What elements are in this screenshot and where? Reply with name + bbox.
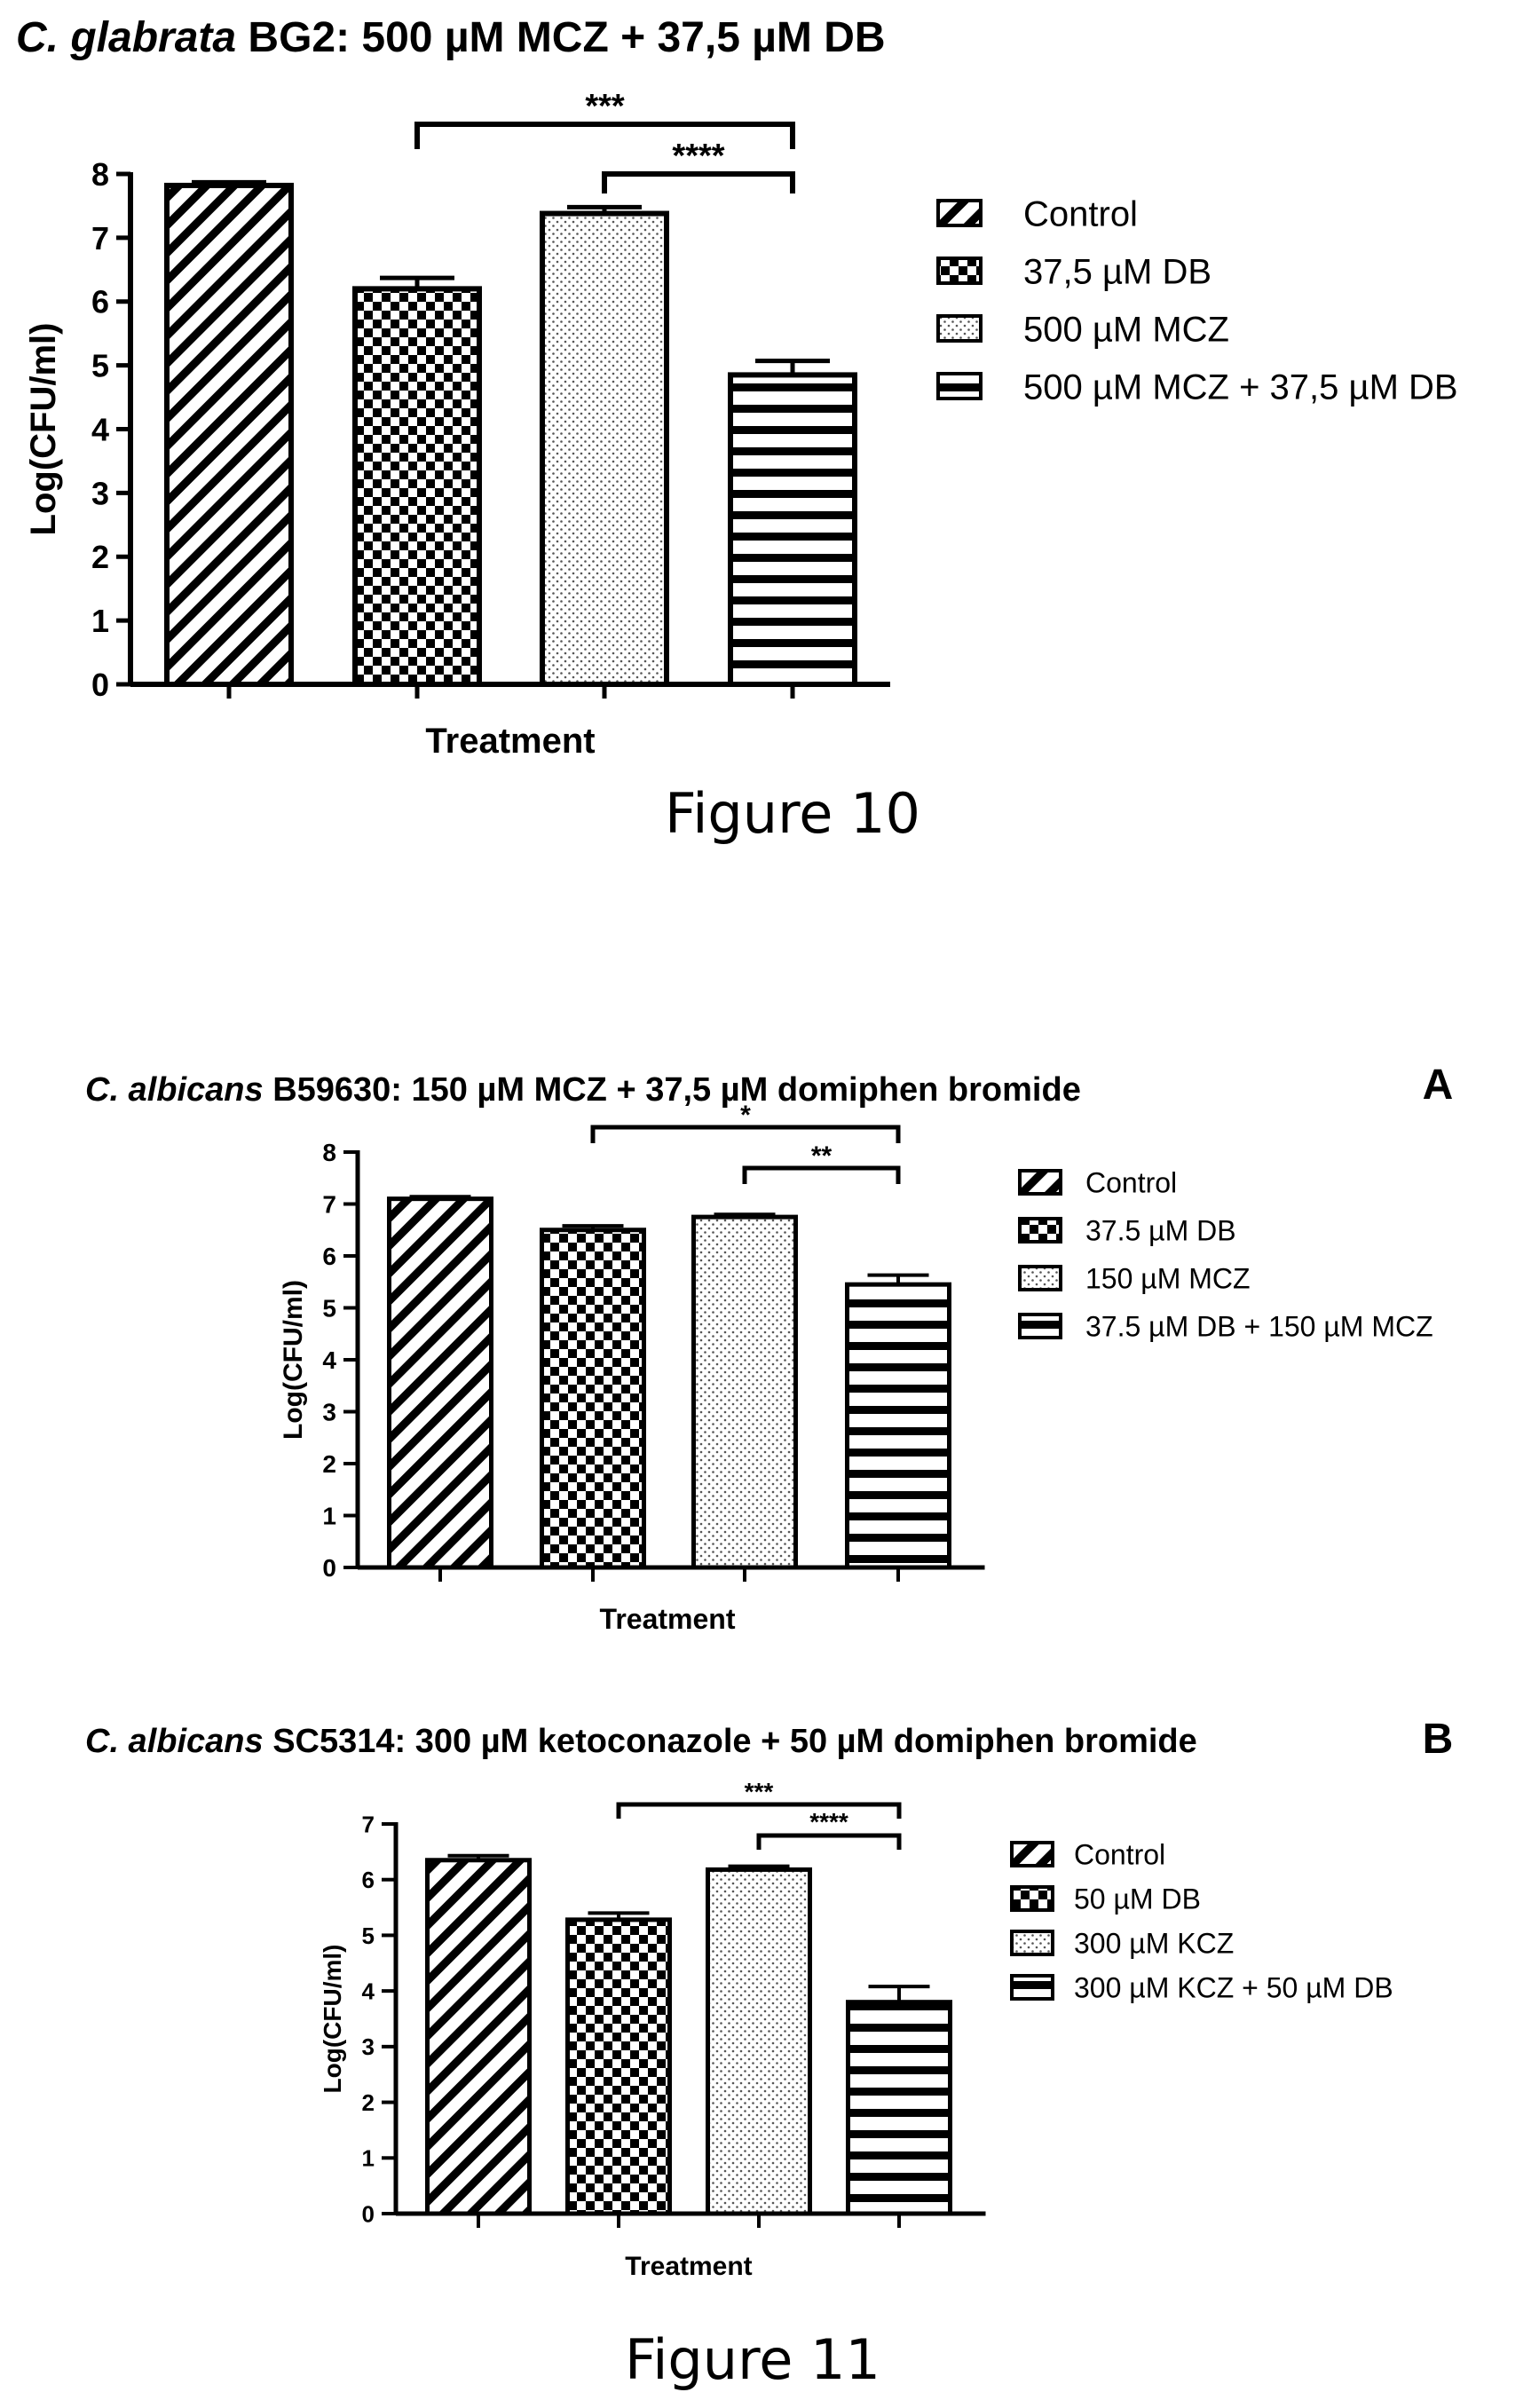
y-axis-label: Log(CFU/ml): [279, 1280, 308, 1440]
legend-swatch: [1010, 1885, 1054, 1912]
y-tick-label: 1: [322, 1503, 336, 1530]
legend-label: 300 µM KCZ + 50 µM DB: [1074, 1972, 1393, 2004]
significance-label: ****: [809, 1808, 848, 1836]
y-tick-label: 0: [322, 1554, 336, 1582]
bar-dots: [706, 1867, 812, 2216]
chart-title-species: C. albicans: [85, 1723, 264, 1760]
legend-label: 500 µM MCZ + 37,5 µM DB: [1023, 367, 1458, 407]
significance-bracket: [414, 122, 795, 149]
legend-label: Control: [1085, 1167, 1177, 1199]
significance-label: **: [811, 1141, 833, 1171]
legend-label: 37.5 µM DB: [1085, 1215, 1236, 1247]
y-tick-label: 1: [362, 2145, 375, 2172]
y-tick-label: 3: [322, 1399, 336, 1426]
y-tick-label: 2: [322, 1450, 336, 1478]
y-tick-label: 7: [322, 1191, 336, 1219]
chart-title-species: C. albicans: [85, 1071, 264, 1109]
significance-bracket: [616, 1802, 902, 1819]
legend-label: 300 µM KCZ: [1074, 1928, 1234, 1960]
y-tick-label: 6: [91, 284, 109, 320]
bar-horizontal: [846, 2000, 952, 2216]
x-axis-label: Treatment: [625, 2252, 752, 2281]
significance-bracket: [742, 1165, 901, 1184]
legend-label: Control: [1023, 194, 1138, 233]
y-axis-label: Log(CFU/ml): [24, 323, 63, 536]
legend-swatch: [936, 372, 983, 400]
legend-label: 50 µM DB: [1074, 1883, 1201, 1915]
bar-checker: [352, 286, 482, 687]
legend-swatch: [936, 314, 983, 343]
chart-title: C. glabrata BG2: 500 µM MCZ + 37,5 µM DB: [16, 14, 886, 61]
y-axis-label: Log(CFU/ml): [319, 1945, 346, 2094]
y-tick-label: 6: [322, 1243, 336, 1270]
y-tick-label: 0: [91, 667, 109, 703]
significance-bracket: [756, 1833, 902, 1850]
y-tick-label: 2: [362, 2089, 375, 2116]
y-tick-label: 4: [362, 1978, 375, 2005]
y-tick-label: 7: [91, 220, 109, 257]
legend-swatch: [1010, 1930, 1054, 1956]
significance-label: ****: [672, 138, 724, 175]
significance-bracket: [590, 1125, 901, 1143]
legend-swatch: [936, 257, 983, 285]
chart-title-condition: B59630: 150 µM MCZ + 37,5 µM domiphen br…: [264, 1071, 1081, 1109]
significance-label: ***: [585, 88, 625, 125]
bar-dots: [691, 1214, 798, 1570]
y-tick-label: 5: [91, 348, 109, 384]
chart-title-condition: BG2: 500 µM MCZ + 37,5 µM DB: [236, 14, 885, 61]
legend-label: 150 µM MCZ: [1085, 1263, 1251, 1295]
legend-swatch: [1018, 1265, 1062, 1291]
x-axis-label: Treatment: [425, 722, 595, 761]
y-tick-label: 4: [91, 411, 109, 447]
bar-diagonal: [387, 1196, 493, 1570]
chart-figure-11b: C. albicans SC5314: 300 µM ketoconazole …: [85, 1716, 1453, 2281]
y-tick-label: 8: [91, 156, 109, 193]
y-tick-label: 2: [91, 539, 109, 575]
significance-label: ***: [745, 1778, 774, 1805]
y-tick-label: 4: [322, 1346, 336, 1374]
significance-bracket: [602, 171, 795, 193]
y-tick-label: 3: [91, 475, 109, 511]
legend-swatch: [1018, 1169, 1062, 1196]
y-tick-label: 0: [362, 2200, 375, 2227]
legend-swatch: [1010, 1974, 1054, 2001]
chart-title: C. albicans SC5314: 300 µM ketoconazole …: [85, 1723, 1197, 1760]
y-tick-label: 5: [362, 1922, 375, 1949]
bar-horizontal: [845, 1282, 951, 1570]
legend-swatch: [1018, 1217, 1062, 1243]
panel-label: B: [1423, 1716, 1454, 1763]
legend-label: 37.5 µM DB + 150 µM MCZ: [1085, 1311, 1433, 1343]
legend-label: 37,5 µM DB: [1023, 252, 1211, 291]
bar-horizontal: [728, 372, 857, 687]
chart-title: C. albicans B59630: 150 µM MCZ + 37,5 µM…: [85, 1071, 1081, 1109]
figure-10-caption: Figure 10: [665, 781, 920, 846]
x-axis-label: Treatment: [600, 1603, 736, 1635]
legend-swatch: [936, 199, 983, 227]
bar-diagonal: [425, 1858, 532, 2216]
y-tick-label: 8: [322, 1139, 336, 1166]
bar-diagonal: [164, 182, 294, 687]
chart-figure-10: C. glabrata BG2: 500 µM MCZ + 37,5 µM DB…: [16, 14, 1458, 761]
legend-swatch: [1010, 1841, 1054, 1867]
legend-swatch: [1018, 1313, 1062, 1339]
y-tick-label: 6: [362, 1867, 375, 1893]
bar-dots: [540, 210, 669, 687]
y-tick-label: 1: [91, 603, 109, 639]
panel-label: A: [1423, 1062, 1454, 1109]
figure-11-caption: Figure 11: [625, 2327, 880, 2392]
bar-checker: [565, 1917, 672, 2216]
significance-label: *: [740, 1101, 751, 1130]
legend-label: Control: [1074, 1839, 1165, 1871]
y-tick-label: 7: [362, 1811, 375, 1837]
chart-title-condition: SC5314: 300 µM ketoconazole + 50 µM domi…: [264, 1723, 1197, 1760]
bar-checker: [540, 1228, 646, 1570]
chart-title-species: C. glabrata: [16, 14, 236, 61]
chart-figure-11a: C. albicans B59630: 150 µM MCZ + 37,5 µM…: [85, 1062, 1453, 1635]
legend-label: 500 µM MCZ: [1023, 310, 1229, 349]
y-tick-label: 5: [322, 1295, 336, 1322]
y-tick-label: 3: [362, 2033, 375, 2060]
